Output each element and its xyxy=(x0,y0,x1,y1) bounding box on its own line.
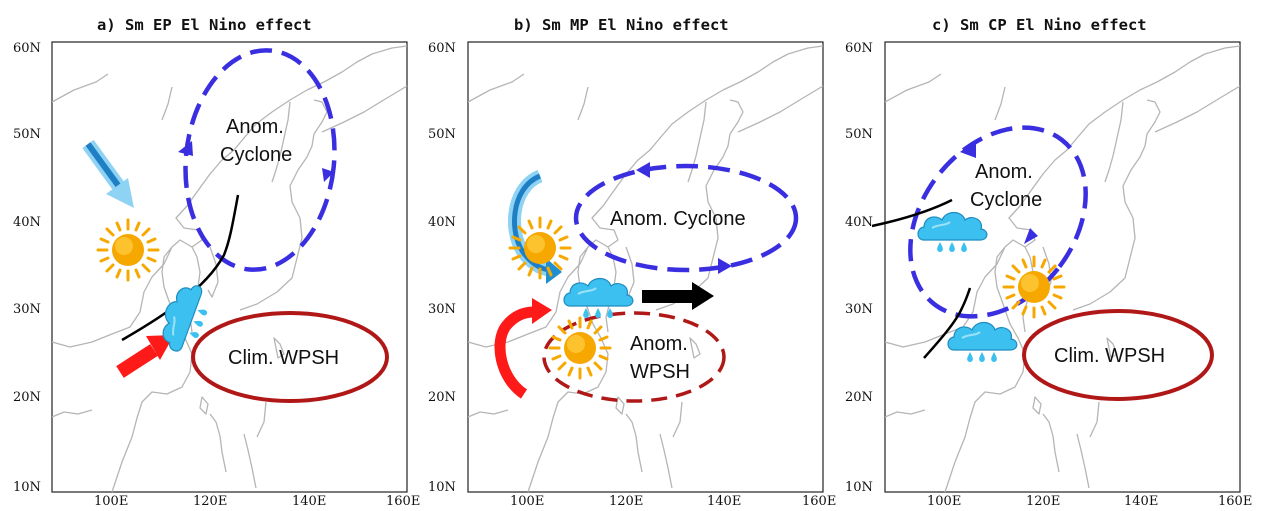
wpsh-label: Clim. WPSH xyxy=(228,347,339,369)
cyclone-label: Cyclone xyxy=(220,144,292,166)
panel-c-y-ticks: 60N 50N 40N 30N 20N 10N xyxy=(845,41,873,495)
cyclone-label: Anom. xyxy=(226,116,284,138)
arrow-icon xyxy=(178,141,193,156)
y-tick: 10N xyxy=(845,480,873,495)
cyclone-label: Anom. xyxy=(975,161,1033,183)
x-tick: 100E xyxy=(927,494,961,509)
x-tick: 160E xyxy=(386,494,420,509)
anomalous-cyclone-loop xyxy=(908,125,1088,319)
panel-a-title: a) Sm EP El Nino effect xyxy=(97,16,312,34)
panel-c-title: c) Sm CP El Nino effect xyxy=(932,16,1147,34)
panel-c-x-ticks: 100E 120E 140E 160E xyxy=(927,494,1252,509)
y-tick: 60N xyxy=(845,41,873,56)
y-tick: 30N xyxy=(428,302,456,317)
y-tick: 20N xyxy=(428,390,456,405)
panel-b: b) Sm MP El Nino effect 60N 50N 40N 30N … xyxy=(428,16,836,509)
panel-a-x-ticks: 100E 120E 140E 160E xyxy=(94,494,420,509)
cyclone-label: Cyclone xyxy=(970,189,1042,211)
arrow-icon xyxy=(1024,228,1038,244)
y-tick: 50N xyxy=(845,127,873,142)
panel-b-x-ticks: 100E 120E 140E 160E xyxy=(510,494,836,509)
x-tick: 160E xyxy=(802,494,836,509)
y-tick: 40N xyxy=(428,215,456,230)
arrow-icon xyxy=(82,139,134,208)
x-tick: 100E xyxy=(510,494,544,509)
x-tick: 120E xyxy=(1026,494,1060,509)
panel-b-title: b) Sm MP El Nino effect xyxy=(514,16,729,34)
wpsh-ellipse xyxy=(542,311,726,403)
arrow-icon xyxy=(494,298,552,399)
y-tick: 40N xyxy=(845,215,873,230)
front-line xyxy=(923,287,972,359)
y-tick: 50N xyxy=(428,127,456,142)
x-tick: 160E xyxy=(1218,494,1252,509)
panel-a-y-ticks: 60N 50N 40N 30N 20N 10N xyxy=(13,41,41,495)
wpsh-ellipse xyxy=(191,311,389,403)
arrow-icon xyxy=(642,282,714,310)
y-tick: 20N xyxy=(845,390,873,405)
x-tick: 140E xyxy=(707,494,741,509)
panel-c: c) Sm CP El Nino effect 60N 50N 40N 30N … xyxy=(845,16,1252,509)
sun-icon xyxy=(548,316,612,380)
front-line xyxy=(121,194,240,342)
sun-icon xyxy=(1002,255,1066,319)
y-tick: 10N xyxy=(428,480,456,495)
arrow-icon xyxy=(322,168,334,182)
panel-b-y-ticks: 60N 50N 40N 30N 20N 10N xyxy=(428,41,456,495)
sun-icon xyxy=(508,216,572,280)
x-tick: 140E xyxy=(1124,494,1158,509)
cyclone-label: Anom. Cyclone xyxy=(610,208,746,230)
x-tick: 120E xyxy=(193,494,227,509)
wpsh-label: Clim. WPSH xyxy=(1054,345,1165,367)
wpsh-ellipse xyxy=(1022,309,1214,401)
y-tick: 30N xyxy=(845,302,873,317)
y-tick: 60N xyxy=(428,41,456,56)
y-tick: 50N xyxy=(13,127,41,142)
arrow-icon xyxy=(508,169,562,284)
y-tick: 60N xyxy=(13,41,41,56)
x-tick: 100E xyxy=(94,494,128,509)
y-tick: 10N xyxy=(13,480,41,495)
arrow-icon xyxy=(636,162,650,178)
sun-icon xyxy=(96,218,160,282)
panel-a: a) Sm EP El Nino effect 60N 50N 40N 30N … xyxy=(13,16,420,509)
y-tick: 40N xyxy=(13,215,41,230)
arrow-icon xyxy=(718,258,732,274)
arrow-icon xyxy=(960,140,976,158)
y-tick: 30N xyxy=(13,302,41,317)
wpsh-label: Anom. xyxy=(630,333,688,355)
wpsh-label: WPSH xyxy=(630,361,690,383)
y-tick: 20N xyxy=(13,390,41,405)
anomalous-cyclone-loop xyxy=(573,163,799,273)
front-line xyxy=(871,198,953,228)
x-tick: 140E xyxy=(292,494,326,509)
x-tick: 120E xyxy=(609,494,643,509)
